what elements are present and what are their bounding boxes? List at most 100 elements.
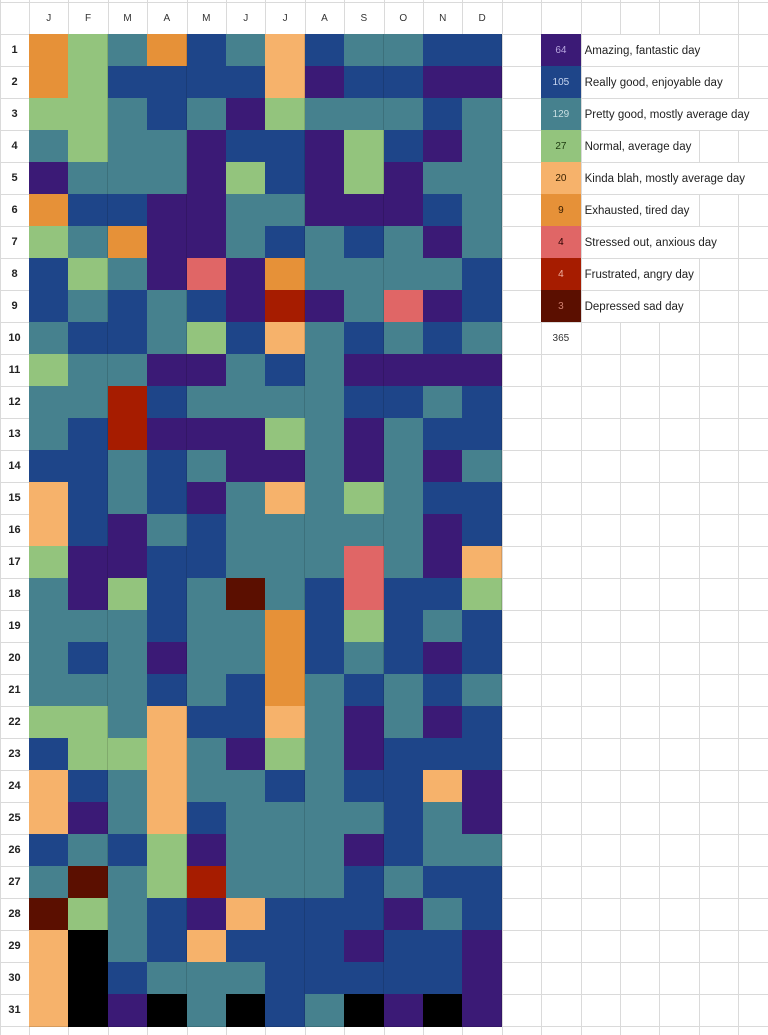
mood-cell[interactable] [29, 898, 69, 931]
mood-cell[interactable] [147, 98, 188, 131]
mood-cell[interactable] [423, 610, 463, 643]
mood-cell[interactable] [68, 226, 109, 259]
mood-cell[interactable] [186, 354, 227, 387]
mood-cell[interactable] [29, 98, 69, 131]
mood-cell[interactable] [265, 546, 306, 579]
mood-cell[interactable] [68, 482, 109, 515]
mood-cell[interactable] [107, 802, 148, 835]
mood-cell[interactable] [29, 194, 69, 227]
mood-cell[interactable] [462, 674, 503, 707]
mood-cell[interactable] [226, 898, 266, 931]
mood-cell[interactable] [226, 66, 266, 99]
mood-cell[interactable] [423, 322, 463, 355]
mood-cell[interactable] [423, 98, 463, 131]
mood-cell[interactable] [383, 258, 424, 291]
mood-cell[interactable] [423, 162, 463, 195]
mood-cell[interactable] [383, 834, 424, 867]
mood-cell[interactable] [383, 194, 424, 227]
mood-cell[interactable] [462, 930, 503, 963]
mood-cell[interactable] [304, 66, 345, 99]
mood-cell[interactable] [462, 322, 503, 355]
mood-cell[interactable] [107, 642, 148, 675]
mood-cell[interactable] [147, 162, 188, 195]
mood-cell[interactable] [462, 802, 503, 835]
mood-cell[interactable] [344, 130, 385, 163]
mood-cell[interactable] [344, 386, 385, 419]
mood-cell[interactable] [68, 610, 109, 643]
mood-cell[interactable] [226, 98, 266, 131]
row-header-28[interactable]: 28 [8, 908, 21, 920]
mood-cell[interactable] [107, 194, 148, 227]
column-header-7[interactable]: J [282, 12, 288, 24]
mood-cell[interactable] [265, 930, 306, 963]
mood-cell[interactable] [107, 130, 148, 163]
mood-cell[interactable] [383, 386, 424, 419]
mood-cell[interactable] [226, 994, 266, 1027]
mood-cell[interactable] [68, 162, 109, 195]
mood-cell[interactable] [107, 770, 148, 803]
mood-cell[interactable] [423, 546, 463, 579]
mood-cell[interactable] [304, 834, 345, 867]
mood-cell[interactable] [423, 866, 463, 899]
mood-cell[interactable] [226, 674, 266, 707]
mood-cell[interactable] [29, 66, 69, 99]
mood-cell[interactable] [226, 226, 266, 259]
mood-cell[interactable] [423, 226, 463, 259]
mood-cell[interactable] [186, 738, 227, 771]
mood-cell[interactable] [344, 674, 385, 707]
mood-cell[interactable] [462, 354, 503, 387]
mood-cell[interactable] [383, 450, 424, 483]
mood-cell[interactable] [186, 802, 227, 835]
mood-cell[interactable] [344, 834, 385, 867]
mood-cell[interactable] [344, 226, 385, 259]
mood-cell[interactable] [383, 162, 424, 195]
row-header-10[interactable]: 10 [8, 332, 21, 344]
mood-cell[interactable] [265, 482, 306, 515]
mood-cell[interactable] [147, 226, 188, 259]
mood-cell[interactable] [147, 546, 188, 579]
mood-cell[interactable] [383, 866, 424, 899]
mood-cell[interactable] [265, 354, 306, 387]
mood-cell[interactable] [423, 962, 463, 995]
mood-cell[interactable] [107, 418, 148, 451]
mood-cell[interactable] [107, 866, 148, 899]
mood-cell[interactable] [147, 770, 188, 803]
mood-cell[interactable] [68, 322, 109, 355]
mood-cell[interactable] [423, 418, 463, 451]
mood-cell[interactable] [423, 514, 463, 547]
mood-cell[interactable] [29, 354, 69, 387]
mood-cell[interactable] [462, 418, 503, 451]
mood-cell[interactable] [29, 642, 69, 675]
mood-cell[interactable] [265, 802, 306, 835]
mood-cell[interactable] [304, 866, 345, 899]
mood-cell[interactable] [147, 418, 188, 451]
mood-cell[interactable] [462, 546, 503, 579]
row-header-16[interactable]: 16 [8, 524, 21, 536]
row-header-24[interactable]: 24 [8, 780, 21, 792]
mood-cell[interactable] [344, 962, 385, 995]
mood-cell[interactable] [304, 386, 345, 419]
mood-cell[interactable] [462, 898, 503, 931]
mood-cell[interactable] [304, 162, 345, 195]
mood-cell[interactable] [383, 962, 424, 995]
mood-cell[interactable] [265, 898, 306, 931]
mood-cell[interactable] [186, 642, 227, 675]
mood-cell[interactable] [226, 834, 266, 867]
mood-cell[interactable] [423, 930, 463, 963]
mood-cell[interactable] [29, 610, 69, 643]
mood-cell[interactable] [304, 674, 345, 707]
mood-cell[interactable] [462, 162, 503, 195]
mood-cell[interactable] [147, 834, 188, 867]
mood-cell[interactable] [383, 674, 424, 707]
mood-cell[interactable] [147, 802, 188, 835]
mood-cell[interactable] [147, 322, 188, 355]
mood-cell[interactable] [107, 898, 148, 931]
mood-cell[interactable] [68, 962, 109, 995]
mood-cell[interactable] [383, 226, 424, 259]
mood-cell[interactable] [265, 386, 306, 419]
row-header-17[interactable]: 17 [8, 556, 21, 568]
mood-cell[interactable] [423, 482, 463, 515]
mood-cell[interactable] [265, 66, 306, 99]
mood-cell[interactable] [462, 738, 503, 771]
row-header-22[interactable]: 22 [8, 716, 21, 728]
